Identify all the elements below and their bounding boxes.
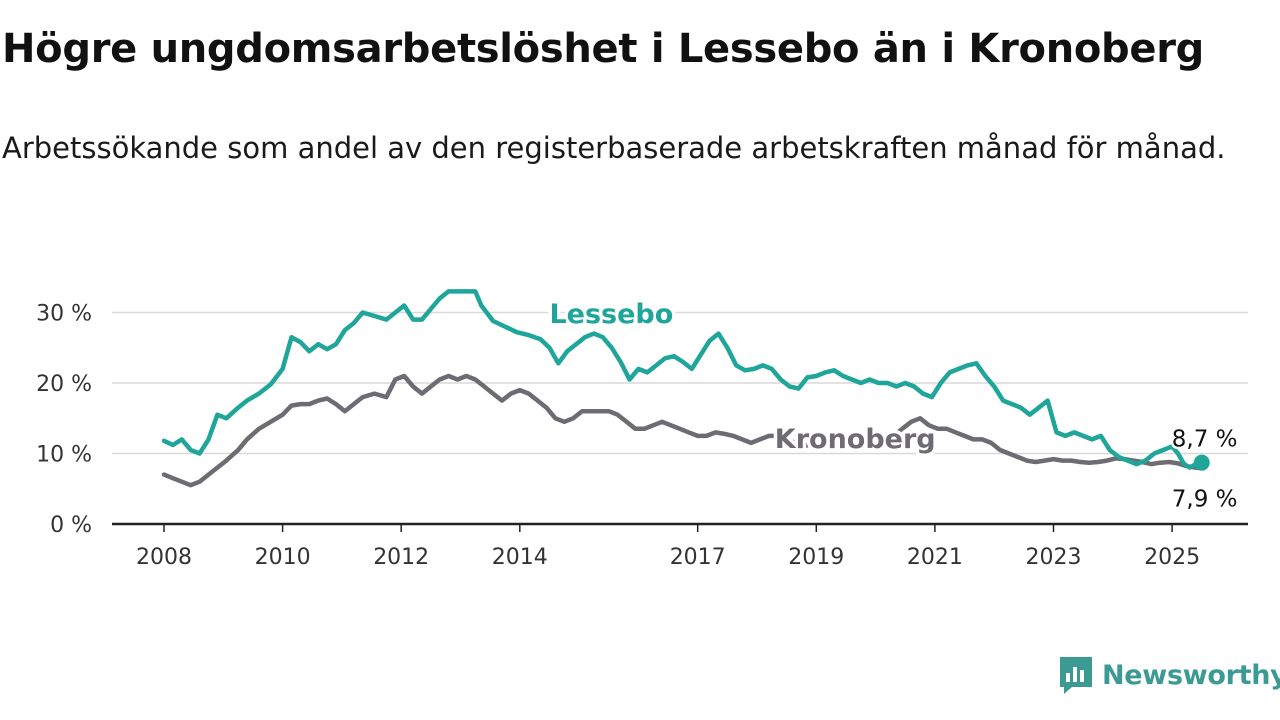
chart-subtitle: Arbetssökande som andel av den registerb… — [2, 131, 1226, 165]
chart-title: Högre ungdomsarbetslöshet i Lessebo än i… — [2, 26, 1204, 72]
series-line-lessebo — [161, 289, 1205, 470]
x-tick-label: 2014 — [492, 545, 548, 570]
x-tick-label: 2023 — [1026, 545, 1082, 570]
end-label-lessebo: 8,7 % — [1172, 427, 1238, 453]
brand-name: Newsworthy — [1102, 659, 1280, 691]
x-tick-label: 2010 — [255, 545, 311, 570]
newsworthy-logo-icon — [1060, 657, 1092, 694]
x-tick-label: 2019 — [788, 545, 844, 570]
y-tick-label: 20 % — [36, 372, 92, 397]
series-label-lessebo: Lessebo — [549, 299, 673, 330]
x-tick-label: 2017 — [670, 545, 726, 570]
series-layer — [161, 289, 1210, 488]
x-tick-label: 2021 — [907, 545, 963, 570]
labels-layer: Lessebo Kronoberg 8,7 % 7,9 % — [546, 296, 1240, 515]
x-tick-label: 2008 — [136, 545, 192, 570]
y-tick-label: 30 % — [36, 302, 92, 327]
end-marker-lessebo — [1193, 454, 1210, 471]
x-axis: 2008 2010 2012 2014 2017 2019 2021 2023 2025 — [112, 522, 1248, 570]
gridlines — [112, 311, 1248, 455]
y-tick-label: 0 % — [50, 513, 92, 538]
end-label-kronoberg: 7,9 % — [1172, 486, 1238, 512]
newsworthy-logo: Newsworthy — [1058, 654, 1280, 696]
y-tick-label: 10 % — [36, 443, 92, 468]
y-axis: 0 % 10 % 20 % 30 % — [36, 302, 92, 539]
series-line-kronoberg — [161, 373, 1205, 488]
series-label-kronoberg: Kronoberg — [775, 424, 936, 455]
x-tick-label: 2025 — [1144, 545, 1200, 570]
x-tick-label: 2012 — [373, 545, 429, 570]
